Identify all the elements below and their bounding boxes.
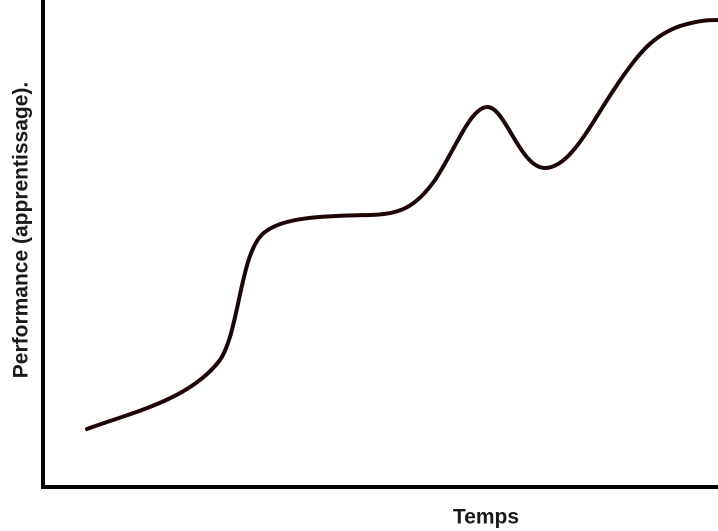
x-axis-label: Temps — [453, 506, 519, 529]
y-axis-label: Performance (apprentissage). — [10, 82, 33, 378]
learning-curve — [85, 18, 718, 431]
